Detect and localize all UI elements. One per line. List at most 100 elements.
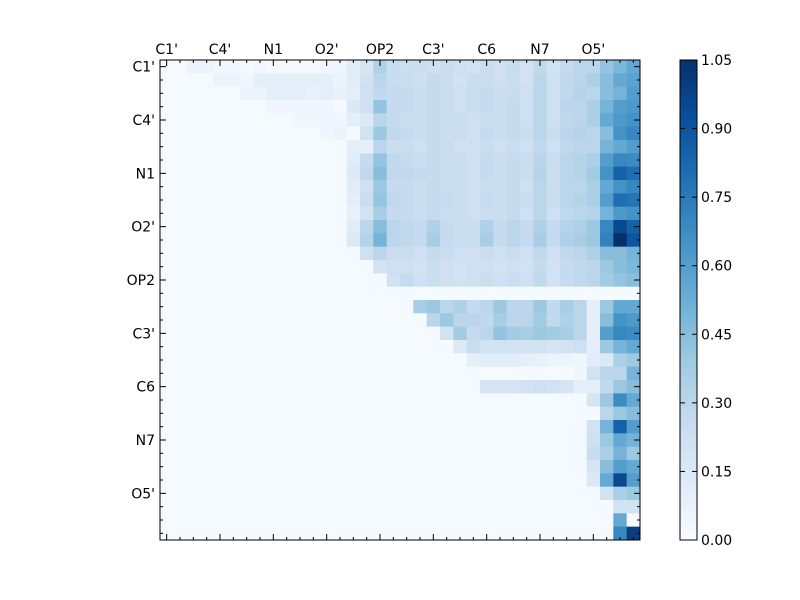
heatmap-cell: [626, 246, 641, 261]
heatmap-cell: [306, 246, 321, 261]
colorbar-tick-label: 1.05: [701, 53, 732, 69]
heatmap-cell: [173, 486, 188, 501]
heatmap-cell: [200, 500, 214, 514]
heatmap-cell: [333, 286, 348, 301]
heatmap-cell: [600, 100, 614, 114]
heatmap-cell: [360, 380, 374, 394]
heatmap-cell: [586, 140, 601, 154]
heatmap-cell: [546, 340, 561, 354]
heatmap-cell: [613, 206, 628, 221]
heatmap-cell: [506, 300, 521, 314]
heatmap-cell: [493, 486, 508, 501]
heatmap-cell: [560, 193, 574, 208]
heatmap-cell: [253, 140, 268, 154]
heatmap-cell: [160, 286, 174, 301]
heatmap-cell: [346, 420, 361, 434]
heatmap-cell: [200, 193, 214, 208]
colorbar-tick-label: 0.30: [701, 396, 732, 412]
heatmap-cell: [320, 473, 334, 488]
heatmap-cell: [186, 100, 201, 114]
heatmap-cell: [480, 406, 494, 421]
heatmap-cell: [186, 180, 201, 194]
heatmap-cell: [413, 140, 428, 154]
heatmap-cell: [413, 473, 428, 488]
heatmap-cell: [200, 100, 214, 114]
heatmap-cell: [480, 393, 494, 408]
heatmap-cell: [386, 286, 401, 301]
heatmap-cell: [280, 140, 294, 154]
heatmap-cell: [440, 73, 454, 88]
heatmap-cell: [560, 220, 574, 234]
heatmap-cell: [386, 180, 401, 194]
heatmap-cell: [586, 260, 601, 274]
heatmap-cell: [346, 246, 361, 261]
heatmap-cell: [213, 180, 228, 194]
heatmap-cell: [573, 166, 588, 181]
heatmap-cell: [293, 260, 308, 274]
heatmap-cell: [253, 326, 268, 341]
heatmap-cell: [213, 286, 228, 301]
heatmap-cell: [586, 460, 601, 474]
heatmap-cell: [333, 166, 348, 181]
heatmap-cell: [266, 260, 281, 274]
heatmap-cell: [613, 60, 628, 74]
heatmap-cell: [626, 473, 641, 488]
heatmap-cell: [280, 313, 294, 328]
heatmap-cell: [466, 406, 481, 421]
heatmap-cell: [600, 233, 614, 248]
heatmap-cell: [213, 60, 228, 74]
heatmap-cell: [466, 366, 481, 381]
heatmap-cell: [426, 180, 441, 194]
heatmap-cell: [453, 273, 468, 288]
heatmap-cell: [426, 353, 441, 368]
heatmap-cell: [306, 166, 321, 181]
heatmap-cell: [493, 473, 508, 488]
heatmap-cell: [600, 73, 614, 88]
colorbar-gradient: [680, 60, 697, 540]
heatmap-cell: [360, 126, 374, 141]
heatmap-cell: [413, 193, 428, 208]
heatmap-cell: [626, 180, 641, 194]
heatmap-cell: [533, 393, 548, 408]
heatmap-cell: [320, 380, 334, 394]
heatmap-cell: [386, 140, 401, 154]
heatmap-cell: [426, 246, 441, 261]
heatmap-cell: [226, 500, 241, 514]
heatmap-cell: [480, 313, 494, 328]
heatmap-cell: [560, 166, 574, 181]
heatmap-cell: [453, 73, 468, 88]
heatmap-cell: [346, 460, 361, 474]
heatmap-cell: [413, 233, 428, 248]
heatmap-cell: [266, 220, 281, 234]
heatmap-cell: [440, 193, 454, 208]
heatmap-cell: [466, 86, 481, 101]
heatmap-cell: [413, 273, 428, 288]
heatmap-cell: [506, 126, 521, 141]
heatmap-cell: [573, 273, 588, 288]
heatmap-cell: [306, 446, 321, 461]
heatmap-cell: [213, 300, 228, 314]
heatmap-cell: [440, 260, 454, 274]
heatmap-cell: [400, 100, 414, 114]
heatmap-cell: [360, 500, 374, 514]
heatmap-cell: [280, 206, 294, 221]
heatmap-cell: [213, 220, 228, 234]
heatmap-cell: [386, 233, 401, 248]
heatmap-cell: [333, 366, 348, 381]
heatmap-cell: [186, 126, 201, 141]
heatmap-cell: [240, 180, 254, 194]
heatmap-cell: [186, 460, 201, 474]
heatmap-cell: [333, 420, 348, 434]
heatmap-cell: [506, 246, 521, 261]
heatmap-cell: [306, 86, 321, 101]
heatmap-cell: [493, 126, 508, 141]
heatmap-cell: [546, 180, 561, 194]
heatmap-cell: [173, 180, 188, 194]
heatmap-cell: [426, 153, 441, 168]
heatmap-cell: [626, 393, 641, 408]
heatmap-cell: [426, 193, 441, 208]
heatmap-cell: [600, 366, 614, 381]
heatmap-cell: [453, 433, 468, 448]
heatmap-cell: [373, 233, 388, 248]
heatmap-cell: [573, 260, 588, 274]
